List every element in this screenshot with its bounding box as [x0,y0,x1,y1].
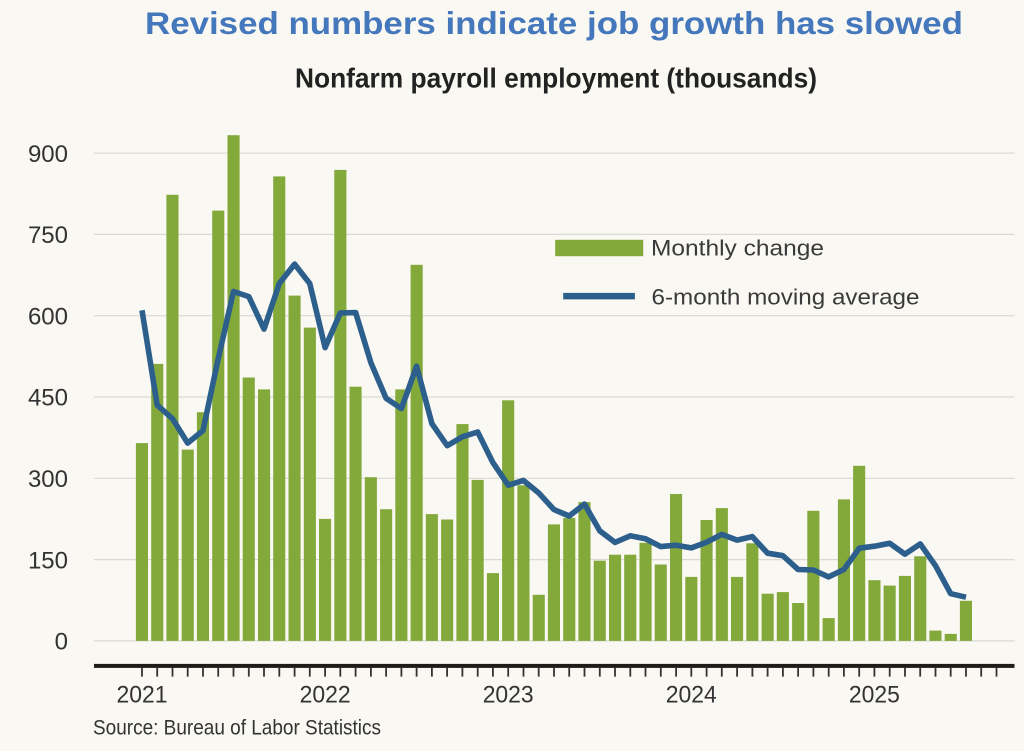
svg-text:2025: 2025 [849,682,900,709]
svg-text:750: 750 [28,222,68,249]
svg-text:900: 900 [28,141,68,168]
svg-text:2021: 2021 [117,682,168,709]
svg-text:Monthly change: Monthly change [651,235,824,260]
svg-text:450: 450 [28,385,68,412]
svg-text:Source: Bureau of Labor Statis: Source: Bureau of Labor Statistics [93,716,381,740]
svg-text:Revised numbers indicate job g: Revised numbers indicate job growth has … [145,6,963,41]
svg-text:6-month moving average: 6-month moving average [652,285,920,310]
svg-text:2022: 2022 [300,682,351,709]
svg-text:300: 300 [28,466,68,493]
svg-text:2024: 2024 [666,682,717,709]
svg-text:2023: 2023 [483,682,534,709]
svg-text:Nonfarm payroll employment (th: Nonfarm payroll employment (thousands) [295,62,817,93]
svg-text:0: 0 [55,629,68,656]
svg-text:600: 600 [28,303,68,330]
svg-text:150: 150 [28,547,68,574]
